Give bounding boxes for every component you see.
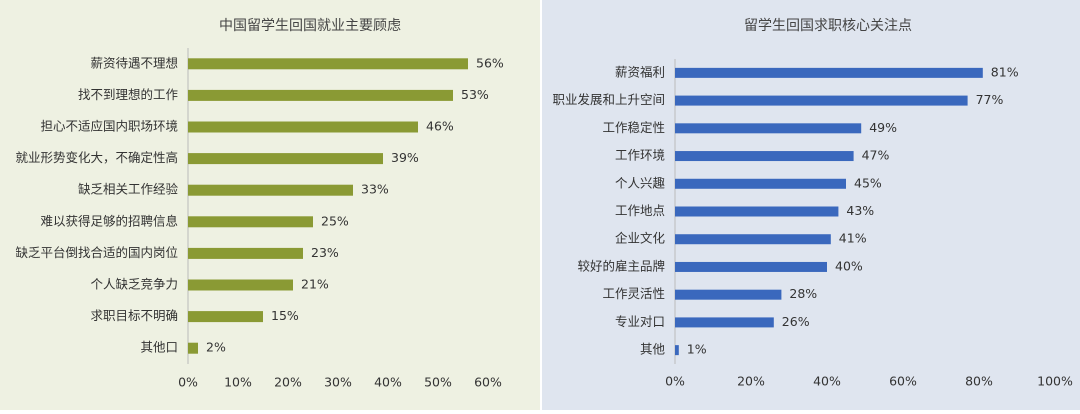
value-label: 40% (835, 258, 863, 273)
value-label: 23% (311, 245, 339, 260)
value-label: 2% (206, 340, 226, 355)
x-tick-label: 100% (1037, 374, 1073, 389)
bar (675, 67, 983, 78)
y-tick-label: 工作环境 (615, 148, 665, 163)
bar (675, 261, 827, 272)
y-tick-label: 工作稳定性 (602, 120, 665, 135)
bar (675, 95, 968, 106)
x-tick-label: 30% (324, 375, 352, 390)
x-tick-label: 40% (374, 375, 402, 390)
value-label: 26% (782, 314, 810, 329)
y-tick-label: 其他口 (140, 340, 178, 355)
y-tick-label: 较好的雇主品牌 (577, 258, 665, 273)
bar (675, 151, 854, 162)
bar (675, 123, 862, 134)
x-tick-label: 60% (474, 375, 502, 390)
value-label: 43% (846, 203, 874, 218)
bar (188, 153, 383, 165)
y-tick-label: 个人缺乏竞争力 (90, 277, 178, 292)
y-tick-label: 专业对口 (615, 314, 665, 329)
bar (188, 311, 263, 323)
y-tick-label: 就业形势变化大，不确定性高 (15, 150, 178, 165)
value-label: 45% (854, 175, 882, 190)
value-label: 39% (391, 150, 419, 165)
value-label: 21% (301, 277, 329, 292)
bar (188, 184, 353, 196)
bar (188, 58, 468, 70)
y-tick-label: 工作地点 (615, 203, 665, 218)
x-tick-label: 50% (424, 375, 452, 390)
y-tick-label: 职业发展和上升空间 (552, 92, 665, 107)
y-tick-label: 个人兴趣 (615, 175, 666, 190)
value-label: 1% (687, 342, 707, 357)
value-label: 56% (476, 55, 504, 70)
y-tick-label: 企业文化 (615, 231, 666, 246)
bar (675, 234, 831, 245)
bar (188, 247, 303, 259)
x-tick-label: 0% (178, 375, 198, 390)
value-label: 46% (426, 119, 454, 134)
bar (675, 289, 782, 300)
value-label: 77% (976, 92, 1004, 107)
x-tick-label: 10% (224, 375, 252, 390)
y-tick-label: 缺乏相关工作经验 (78, 182, 179, 197)
y-tick-label: 担心不适应国内职场环境 (40, 119, 178, 134)
value-label: 47% (862, 148, 890, 163)
bar (675, 178, 846, 189)
y-tick-label: 求职目标不明确 (90, 308, 178, 323)
x-tick-label: 80% (965, 374, 993, 389)
x-tick-label: 20% (274, 375, 302, 390)
bar (188, 89, 453, 101)
value-label: 28% (789, 286, 817, 301)
chart-title: 留学生回国求职核心关注点 (744, 18, 912, 34)
y-tick-label: 其他 (640, 342, 666, 357)
y-tick-label: 薪资待遇不理想 (90, 55, 178, 70)
y-tick-label: 工作灵活性 (602, 286, 665, 301)
bar (188, 279, 293, 291)
y-tick-label: 薪资福利 (615, 64, 665, 79)
value-label: 81% (991, 64, 1019, 79)
x-tick-label: 20% (737, 374, 765, 389)
x-tick-label: 0% (665, 374, 685, 389)
bar (675, 206, 839, 217)
x-tick-label: 40% (813, 374, 841, 389)
value-label: 53% (461, 87, 489, 102)
value-label: 25% (321, 213, 349, 228)
value-label: 15% (271, 308, 299, 323)
y-tick-label: 难以获得足够的招聘信息 (40, 213, 178, 228)
y-tick-label: 找不到理想的工作 (78, 87, 179, 102)
chart-title: 中国留学生回国就业主要顾虑 (219, 18, 401, 34)
value-label: 33% (361, 182, 389, 197)
value-label: 49% (869, 120, 897, 135)
bar (675, 345, 679, 356)
y-tick-label: 缺乏平台倒找合适的国内岗位 (15, 245, 178, 260)
bar (188, 121, 418, 133)
bar (188, 342, 198, 354)
bar (675, 317, 774, 328)
x-tick-label: 60% (889, 374, 917, 389)
value-label: 41% (839, 231, 867, 246)
bar (188, 216, 313, 228)
